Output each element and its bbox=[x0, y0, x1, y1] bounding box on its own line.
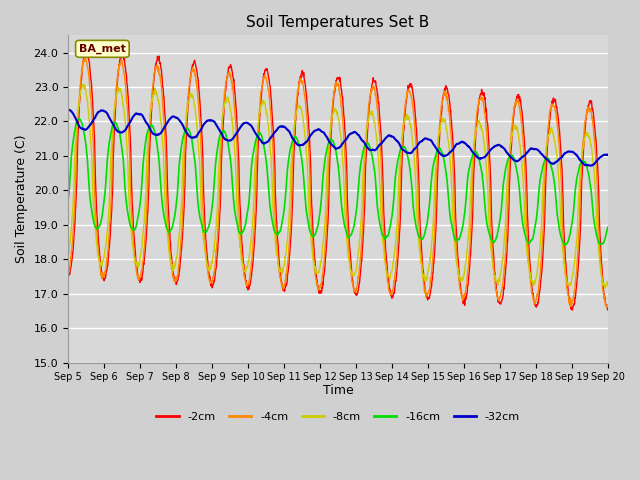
-16cm bbox=[64, 196, 72, 202]
-32cm bbox=[129, 115, 136, 121]
-4cm bbox=[372, 91, 380, 97]
-2cm bbox=[604, 307, 612, 313]
Y-axis label: Soil Temperature (C): Soil Temperature (C) bbox=[15, 135, 28, 263]
-4cm bbox=[315, 287, 323, 293]
-32cm bbox=[65, 107, 73, 113]
-32cm bbox=[305, 136, 312, 142]
-4cm bbox=[604, 302, 612, 308]
X-axis label: Time: Time bbox=[323, 384, 353, 396]
-8cm bbox=[305, 203, 312, 208]
-32cm bbox=[106, 117, 114, 122]
-2cm bbox=[129, 202, 136, 207]
Text: BA_met: BA_met bbox=[79, 44, 126, 54]
Line: -4cm: -4cm bbox=[68, 59, 608, 307]
-4cm bbox=[294, 87, 301, 93]
-16cm bbox=[305, 223, 312, 229]
Line: -32cm: -32cm bbox=[68, 110, 608, 166]
Line: -16cm: -16cm bbox=[68, 119, 608, 245]
-2cm bbox=[294, 94, 301, 99]
-32cm bbox=[64, 107, 72, 113]
-2cm bbox=[372, 79, 380, 84]
-8cm bbox=[106, 173, 114, 179]
-8cm bbox=[129, 238, 136, 243]
-2cm bbox=[83, 48, 90, 53]
-16cm bbox=[561, 242, 568, 248]
-8cm bbox=[294, 105, 301, 110]
-32cm bbox=[315, 127, 323, 132]
-8cm bbox=[604, 279, 612, 285]
-32cm bbox=[372, 147, 380, 153]
-8cm bbox=[64, 254, 72, 260]
-32cm bbox=[294, 142, 301, 148]
-16cm bbox=[315, 219, 323, 225]
-8cm bbox=[602, 285, 609, 291]
-4cm bbox=[604, 304, 611, 310]
Line: -2cm: -2cm bbox=[68, 50, 608, 310]
-16cm bbox=[294, 137, 301, 143]
-2cm bbox=[64, 273, 72, 279]
-16cm bbox=[76, 116, 83, 122]
-4cm bbox=[305, 147, 312, 153]
-8cm bbox=[80, 82, 88, 87]
-32cm bbox=[588, 163, 595, 168]
Line: -8cm: -8cm bbox=[68, 84, 608, 288]
-4cm bbox=[64, 269, 72, 275]
-4cm bbox=[129, 222, 136, 228]
Title: Soil Temperatures Set B: Soil Temperatures Set B bbox=[246, 15, 429, 30]
-8cm bbox=[372, 128, 380, 134]
-32cm bbox=[604, 152, 612, 157]
-2cm bbox=[106, 232, 114, 238]
-2cm bbox=[305, 126, 312, 132]
Legend: -2cm, -4cm, -8cm, -16cm, -32cm: -2cm, -4cm, -8cm, -16cm, -32cm bbox=[152, 408, 524, 426]
-4cm bbox=[106, 213, 114, 219]
-16cm bbox=[129, 226, 136, 232]
-16cm bbox=[604, 224, 612, 230]
-2cm bbox=[315, 287, 323, 293]
-8cm bbox=[315, 270, 323, 276]
-16cm bbox=[372, 181, 380, 187]
-16cm bbox=[106, 133, 114, 139]
-4cm bbox=[82, 56, 90, 61]
